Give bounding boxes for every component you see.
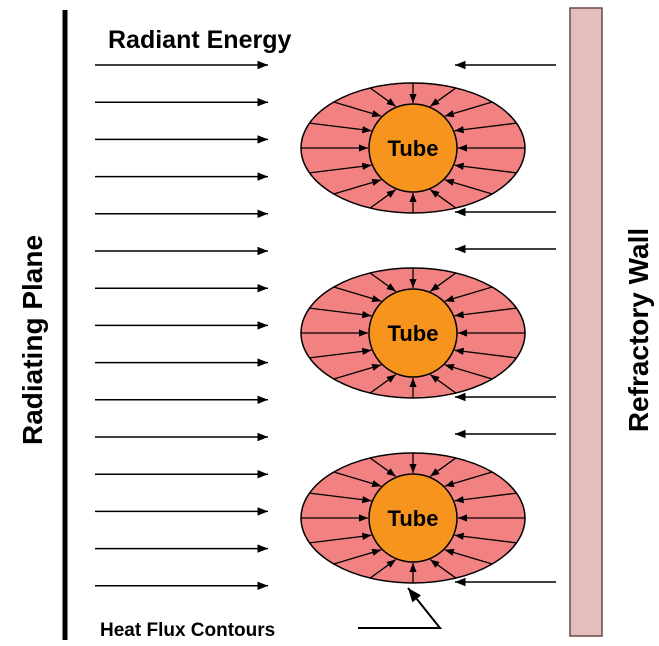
flux-arrow	[369, 189, 397, 209]
flux-arrow	[333, 101, 382, 118]
flux-arrow	[309, 532, 372, 544]
flux-arrow	[429, 457, 457, 477]
flux-arrow	[309, 122, 372, 134]
flux-arrow	[454, 122, 517, 134]
left-label: Radiating Plane	[17, 235, 48, 445]
contour-pointer	[358, 587, 443, 629]
flux-arrow	[454, 162, 517, 174]
tube	[368, 103, 458, 193]
arrows	[95, 60, 556, 590]
tubes: Tube Tube Tube	[300, 82, 526, 584]
tube-label: Tube	[388, 321, 439, 346]
tube-label: Tube	[388, 136, 439, 161]
flux-arrow	[454, 307, 517, 319]
flux-arrow	[369, 87, 397, 107]
flux-arrow	[309, 307, 372, 319]
flux-arrow	[333, 178, 382, 195]
flux-arrow	[333, 363, 382, 380]
flux-arrow	[454, 492, 517, 504]
flux-arrow	[309, 492, 372, 504]
flux-arrow	[429, 87, 457, 107]
flux-arrow	[454, 532, 517, 544]
flux-arrow	[444, 363, 493, 380]
contour-label: Heat Flux Contours	[100, 620, 275, 641]
flux-arrow	[333, 471, 382, 488]
flux-arrow	[444, 101, 493, 118]
flux-arrow	[454, 347, 517, 359]
flux-arrow	[444, 178, 493, 195]
flux-arrow	[444, 548, 493, 565]
right-label: Refractory Wall	[623, 228, 654, 432]
flux-arrow	[369, 272, 397, 292]
flux-arrow	[429, 374, 457, 394]
tube	[368, 473, 458, 563]
flux-arrow	[429, 189, 457, 209]
flux-arrow	[369, 559, 397, 579]
tube-label: Tube	[388, 506, 439, 531]
flux-arrow	[429, 559, 457, 579]
flux-arrow	[333, 286, 382, 303]
flux-arrow	[369, 457, 397, 477]
tube	[368, 288, 458, 378]
flux-arrow	[444, 286, 493, 303]
flux-arrow	[309, 347, 372, 359]
flux-arrow	[429, 272, 457, 292]
refractory-wall	[569, 7, 603, 637]
flux-arrow	[333, 548, 382, 565]
flux-arrow	[369, 374, 397, 394]
flux-arrow	[309, 162, 372, 174]
flux-arrow	[444, 471, 493, 488]
title: Radiant Energy	[108, 26, 291, 54]
